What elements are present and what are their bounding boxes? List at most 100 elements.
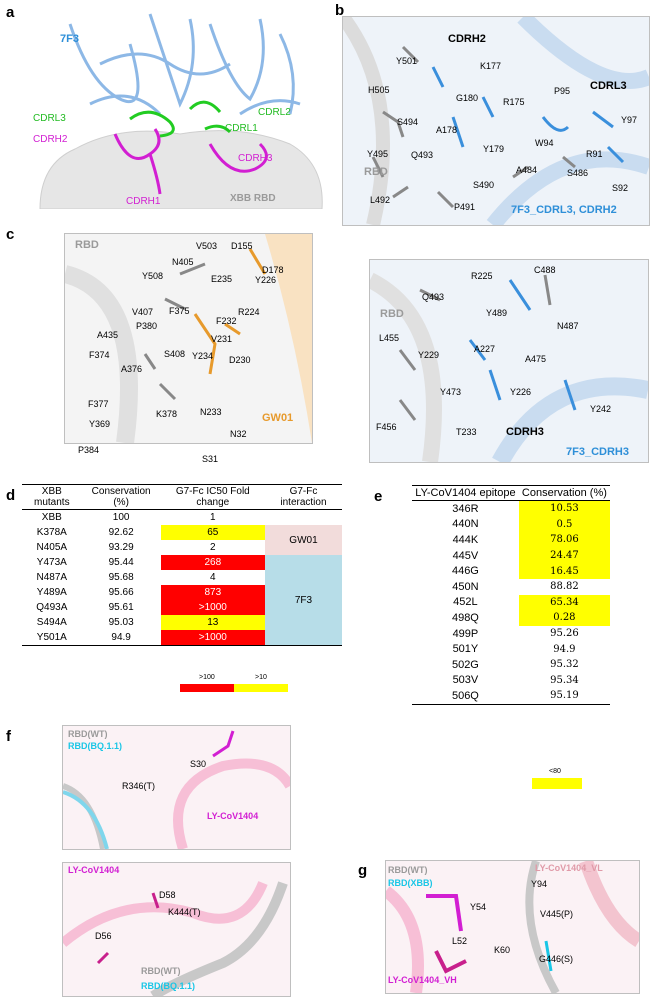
c-left-label: S408 (164, 349, 186, 359)
b-label: G180 (456, 93, 479, 103)
b-label: CDRL3 (590, 80, 627, 92)
label-cdrl3: CDRL3 (33, 113, 66, 124)
header-mutants: XBB mutants (34, 486, 70, 508)
header-interaction: G7-Fc interaction (280, 486, 327, 508)
value-cell: 78.06 (518, 532, 610, 548)
mutant-cell: Y489A (36, 587, 67, 598)
fold-cell: 13 (160, 615, 265, 630)
g-wt-label: RBD(WT) (388, 865, 428, 875)
fold-cell: 2 (210, 542, 216, 553)
table-row: N405A 93.29 2 (22, 540, 342, 555)
value-cell: 95.19 (550, 690, 579, 702)
c-left-label: F232 (216, 316, 237, 326)
table-row: 498Q 0.28 (412, 610, 610, 626)
fold-cell: 65 (160, 525, 265, 540)
c-left-label: Y369 (89, 419, 111, 429)
conservation-cell: 93.29 (108, 542, 134, 553)
table-row: S494A 95.03 13 (22, 615, 342, 630)
g-l52: L52 (452, 936, 468, 946)
mutant-cell: XBB (41, 512, 62, 523)
header-fold-change: G7-Fc IC50 Fold change (175, 486, 250, 508)
table-row: Q493A 95.61 >1000 (22, 600, 342, 615)
b-label: Y495 (367, 149, 389, 159)
b-label: P95 (554, 86, 571, 96)
table-row: 452L 65.34 (412, 594, 610, 611)
value-cell: 0.5 (518, 516, 610, 533)
c-left-label: V231 (211, 334, 233, 344)
c-right-label: C488 (534, 265, 556, 275)
epitope-cell: 346R (452, 502, 479, 515)
value-cell: 24.47 (518, 547, 610, 564)
c-left-label: F375 (169, 306, 190, 316)
interaction-cell (265, 510, 342, 526)
f-bottom-d58: D58 (159, 890, 176, 900)
table-row: K378A 92.62 65 GW01 (22, 525, 342, 555)
c-right-label: N487 (557, 321, 579, 331)
value-cell: 94.9 (553, 643, 576, 655)
panel-g-structure (385, 860, 640, 994)
c-left-caption: GW01 (262, 412, 294, 424)
b-label: R175 (503, 97, 525, 107)
mutant-cell: Y473A (36, 557, 67, 568)
c-right-label: A475 (525, 354, 547, 364)
mutant-cell: Q493A (36, 602, 68, 613)
b-label: W94 (535, 138, 554, 148)
c-right-label: CDRH3 (506, 426, 544, 438)
conservation-cell: 95.03 (108, 617, 134, 628)
value-cell: 0.28 (518, 610, 610, 626)
f-top-wt-label: RBD(WT) (68, 729, 108, 739)
table-row: 450N 88.82 (412, 579, 610, 595)
b-label: Y179 (483, 144, 505, 154)
c-left-label: P380 (136, 321, 158, 331)
fold-cell: 1 (210, 512, 216, 523)
c-left-label: D155 (231, 241, 253, 251)
c-left-label: K378 (156, 409, 178, 419)
panel-f-top-illustration (63, 730, 290, 849)
f-top-mut-label: RBD(BQ.1.1) (68, 741, 123, 751)
c-right-label: R225 (471, 271, 493, 281)
c-left-label: P384 (78, 445, 100, 455)
b-label: CDRH2 (448, 33, 486, 45)
legend-red-label: >100 (199, 674, 215, 681)
f-bottom-ab-label: LY-CoV1404 (68, 865, 120, 875)
c-left-label: N405 (172, 257, 194, 267)
c-right-caption: 7F3_CDRH3 (566, 446, 629, 458)
panel-f-bottom-illustration (63, 880, 288, 996)
b-label: S486 (567, 168, 589, 178)
fold-cell: 268 (160, 555, 265, 570)
c-left-label: D178 (262, 265, 284, 275)
f-top-s30: S30 (190, 759, 207, 769)
g-vl-label: LY-CoV1404_VL (535, 863, 603, 873)
ly-cov1404-epitope-table: LY-CoV1404 epitope Conservation (%) 346R… (412, 485, 610, 705)
epitope-cell: 444K (452, 533, 479, 546)
mutant-cell: S494A (36, 617, 67, 628)
epitope-cell: 501Y (452, 643, 479, 656)
label-cdrl1: CDRL1 (225, 123, 258, 134)
c-right-label: F456 (376, 422, 397, 432)
b-label: A178 (436, 125, 458, 135)
b-caption: 7F3_CDRL3, CDRH2 (511, 204, 617, 216)
mutant-cell: N487A (36, 572, 68, 583)
header-conservation: Conservation (%) (521, 487, 607, 499)
b-label: Q493 (411, 150, 434, 160)
value-cell: 65.34 (518, 594, 610, 611)
panel-letter-b: b (335, 2, 345, 19)
b-label: R91 (586, 149, 603, 159)
table-row: 346R 10.53 (412, 500, 610, 517)
b-label: S494 (397, 117, 419, 127)
c-left-label: N32 (230, 429, 247, 439)
epitope-cell: 499P (452, 627, 479, 640)
c-left-label: F377 (88, 399, 109, 409)
c-right-label: Q493 (422, 292, 445, 302)
table-row: 506Q 95.19 (412, 688, 610, 705)
g-y54: Y54 (470, 902, 487, 912)
label-xbb-rbd: XBB RBD (230, 193, 276, 204)
panel-letter-g: g (358, 862, 368, 879)
b-label: L492 (370, 195, 391, 205)
b-label: K177 (480, 61, 502, 71)
c-left-label: Y226 (255, 275, 277, 285)
conservation-cell: 92.62 (108, 527, 134, 538)
epitope-cell: 498Q (451, 611, 479, 624)
g-y94: Y94 (531, 879, 548, 889)
header-epitope: LY-CoV1404 epitope (415, 487, 516, 499)
